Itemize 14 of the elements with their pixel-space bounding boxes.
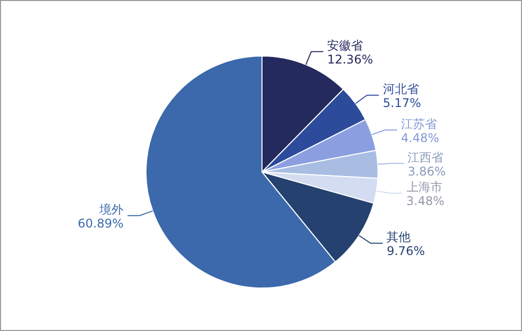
slice-label: 江西省 [408,150,444,164]
slice-label: 其他 [386,230,411,244]
data-label: 60.89% [78,216,124,231]
slice-label: 河北省 [382,82,419,96]
slice-label: 安徽省 [327,38,364,53]
slice-label: 江苏省 [401,117,438,132]
slice-label: 上海市 [406,180,442,194]
data-label: 3.48% [406,194,444,208]
slice-label: 境外 [98,202,124,217]
data-label: 5.17% [382,96,422,110]
data-label: 12.36% [327,52,373,67]
data-label: 4.48% [401,131,440,146]
data-label: 9.76% [386,244,425,258]
data-label: 3.86% [408,164,446,178]
